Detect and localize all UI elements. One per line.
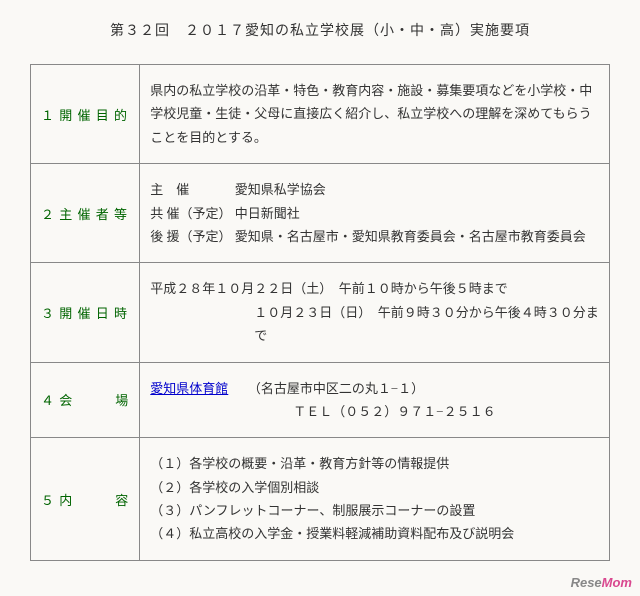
row-label: ４ 会 場 — [31, 362, 140, 438]
watermark: ReseMom — [571, 575, 632, 590]
outline-table: １ 開 催 目 的 県内の私立学校の沿革・特色・教育内容・施設・募集要項などを小… — [30, 64, 610, 561]
row-contents: ５ 内 容 （１）各学校の概要・沿革・教育方針等の情報提供 （２）各学校の入学個… — [31, 438, 610, 561]
row-label: １ 開 催 目 的 — [31, 65, 140, 164]
row-label: ３ 開 催 日 時 — [31, 263, 140, 362]
row-content: 県内の私立学校の沿革・特色・教育内容・施設・募集要項などを小学校・中学校児童・生… — [140, 65, 610, 164]
row-label: ２ 主 催 者 等 — [31, 164, 140, 263]
row-purpose: １ 開 催 目 的 県内の私立学校の沿革・特色・教育内容・施設・募集要項などを小… — [31, 65, 610, 164]
row-label: ５ 内 容 — [31, 438, 140, 561]
row-sponsors: ２ 主 催 者 等 主 催愛知県私学協会 共 催（予定）中日新聞社 後 援（予定… — [31, 164, 610, 263]
row-content: 愛知県体育館 （名古屋市中区二の丸１−１） ＴＥＬ（０５２）９７１−２５１６ — [140, 362, 610, 438]
row-content: 平成２８年１０月２２日（土） 午前１０時から午後５時まで １０月２３日（日） 午… — [140, 263, 610, 362]
row-content: 主 催愛知県私学協会 共 催（予定）中日新聞社 後 援（予定）愛知県・名古屋市・… — [140, 164, 610, 263]
row-venue: ４ 会 場 愛知県体育館 （名古屋市中区二の丸１−１） ＴＥＬ（０５２）９７１−… — [31, 362, 610, 438]
venue-link[interactable]: 愛知県体育館 — [150, 381, 228, 396]
page-container: 第３２回 ２０１７愛知の私立学校展（小・中・高）実施要項 １ 開 催 目 的 県… — [0, 0, 640, 571]
row-content: （１）各学校の概要・沿革・教育方針等の情報提供 （２）各学校の入学個別相談 （３… — [140, 438, 610, 561]
row-datetime: ３ 開 催 日 時 平成２８年１０月２２日（土） 午前１０時から午後５時まで １… — [31, 263, 610, 362]
page-title: 第３２回 ２０１７愛知の私立学校展（小・中・高）実施要項 — [30, 20, 610, 40]
